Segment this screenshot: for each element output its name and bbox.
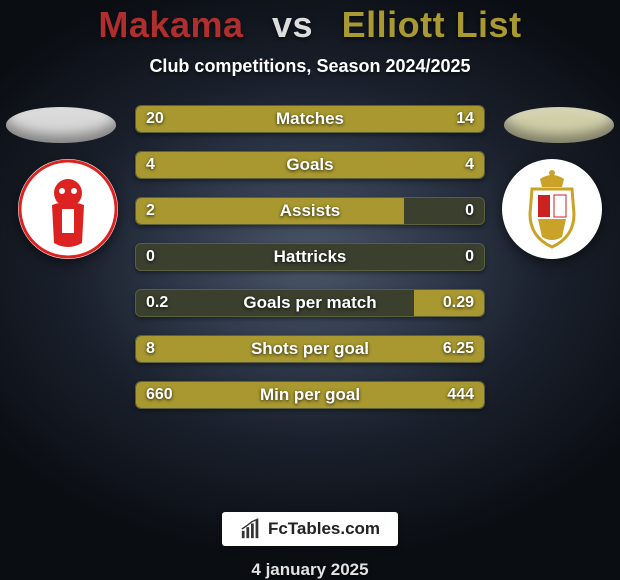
right-ellipse (504, 107, 614, 143)
stat-value-right: 0 (455, 198, 484, 224)
stat-fill-left (136, 198, 404, 224)
stat-fill-right (345, 152, 484, 178)
stat-fill-right (414, 290, 484, 316)
stat-row: 0.20.29Goals per match (135, 289, 485, 317)
brand-badge: FcTables.com (222, 512, 398, 546)
stat-fill-left (136, 106, 442, 132)
team-badge-right (502, 159, 602, 259)
brand-text: FcTables.com (268, 519, 380, 539)
stat-fill-left (136, 382, 442, 408)
stat-row: 20Assists (135, 197, 485, 225)
stat-fill-right (442, 336, 484, 362)
stat-row: 86.25Shots per goal (135, 335, 485, 363)
stat-value-left: 0 (136, 244, 165, 270)
generation-date: 4 january 2025 (251, 560, 368, 580)
stat-label: Hattricks (136, 244, 484, 270)
team-badge-left (18, 159, 118, 259)
player2-name: Elliott List (342, 4, 522, 45)
stat-fill-right (442, 382, 484, 408)
stat-row: 660444Min per goal (135, 381, 485, 409)
stat-fill-left (136, 336, 442, 362)
stat-value-left: 0.2 (136, 290, 178, 316)
stat-fill-left (136, 152, 345, 178)
vs-text: vs (272, 4, 313, 45)
left-ellipse (6, 107, 116, 143)
subtitle: Club competitions, Season 2024/2025 (149, 56, 470, 77)
stat-value-right: 0 (455, 244, 484, 270)
chart-icon (240, 518, 262, 540)
stat-row: 0 0Hattricks (135, 243, 485, 271)
comparison-title: Makama vs Elliott List (98, 4, 521, 46)
stat-fill-right (442, 106, 484, 132)
stevenage-icon (502, 159, 602, 259)
stat-row: 44Goals (135, 151, 485, 179)
player1-name: Makama (98, 4, 243, 45)
lincoln-city-icon (18, 159, 118, 259)
stat-row: 2014Matches (135, 105, 485, 133)
stats-area: 2014Matches44Goals20Assists00Hattricks0.… (0, 105, 620, 492)
stat-bars: 2014Matches44Goals20Assists00Hattricks0.… (135, 105, 485, 409)
